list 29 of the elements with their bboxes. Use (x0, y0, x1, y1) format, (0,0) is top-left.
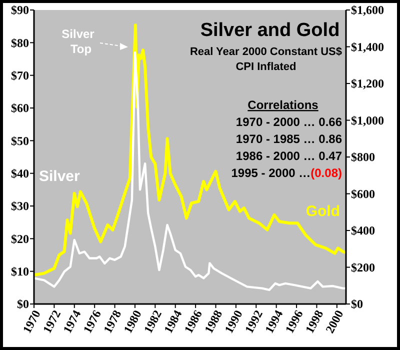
y2-tick-label: $1,600 (351, 3, 384, 18)
y2-tick-label: $400 (351, 224, 375, 238)
annotation: Correlations (248, 98, 319, 112)
annotation: 1986 - 2000 … 0.47 (236, 149, 342, 163)
annotation: Silver Top (62, 27, 95, 56)
y2-tick-label: $1,200 (351, 76, 384, 91)
y-tick-label: $30 (11, 199, 29, 214)
y-tick-label: $10 (11, 264, 29, 279)
y-tick-label: $90 (11, 3, 29, 18)
text: Real Year 2000 Constant US$ CPI Inflated (190, 46, 342, 73)
y-tick-label: $50 (11, 134, 29, 148)
y-tick-label: $40 (11, 166, 29, 181)
y2-tick-label: $200 (351, 260, 375, 274)
annotation: 1995 - 2000 …(0.08) (231, 166, 342, 180)
annotation: 1970 - 1985 … 0.86 (236, 132, 342, 146)
y2-tick-label: $800 (351, 150, 375, 164)
y-tick-label: $70 (11, 68, 29, 83)
series-label: Gold (306, 203, 340, 220)
y2-tick-label: $1,400 (351, 40, 384, 54)
annotation: 1970 - 2000 … 0.66 (236, 115, 342, 129)
y-tick-label: $80 (11, 36, 29, 50)
line-series (32, 24, 348, 276)
y2-tick-label: $1,000 (351, 113, 384, 128)
text: Silver and Gold (200, 20, 340, 41)
y-tick-label: $20 (11, 232, 29, 246)
y2-tick-label: $600 (351, 186, 375, 201)
y-tick-label: $60 (11, 101, 29, 116)
y2-tick-label: $0 (351, 297, 363, 312)
text: Silver (39, 168, 80, 185)
